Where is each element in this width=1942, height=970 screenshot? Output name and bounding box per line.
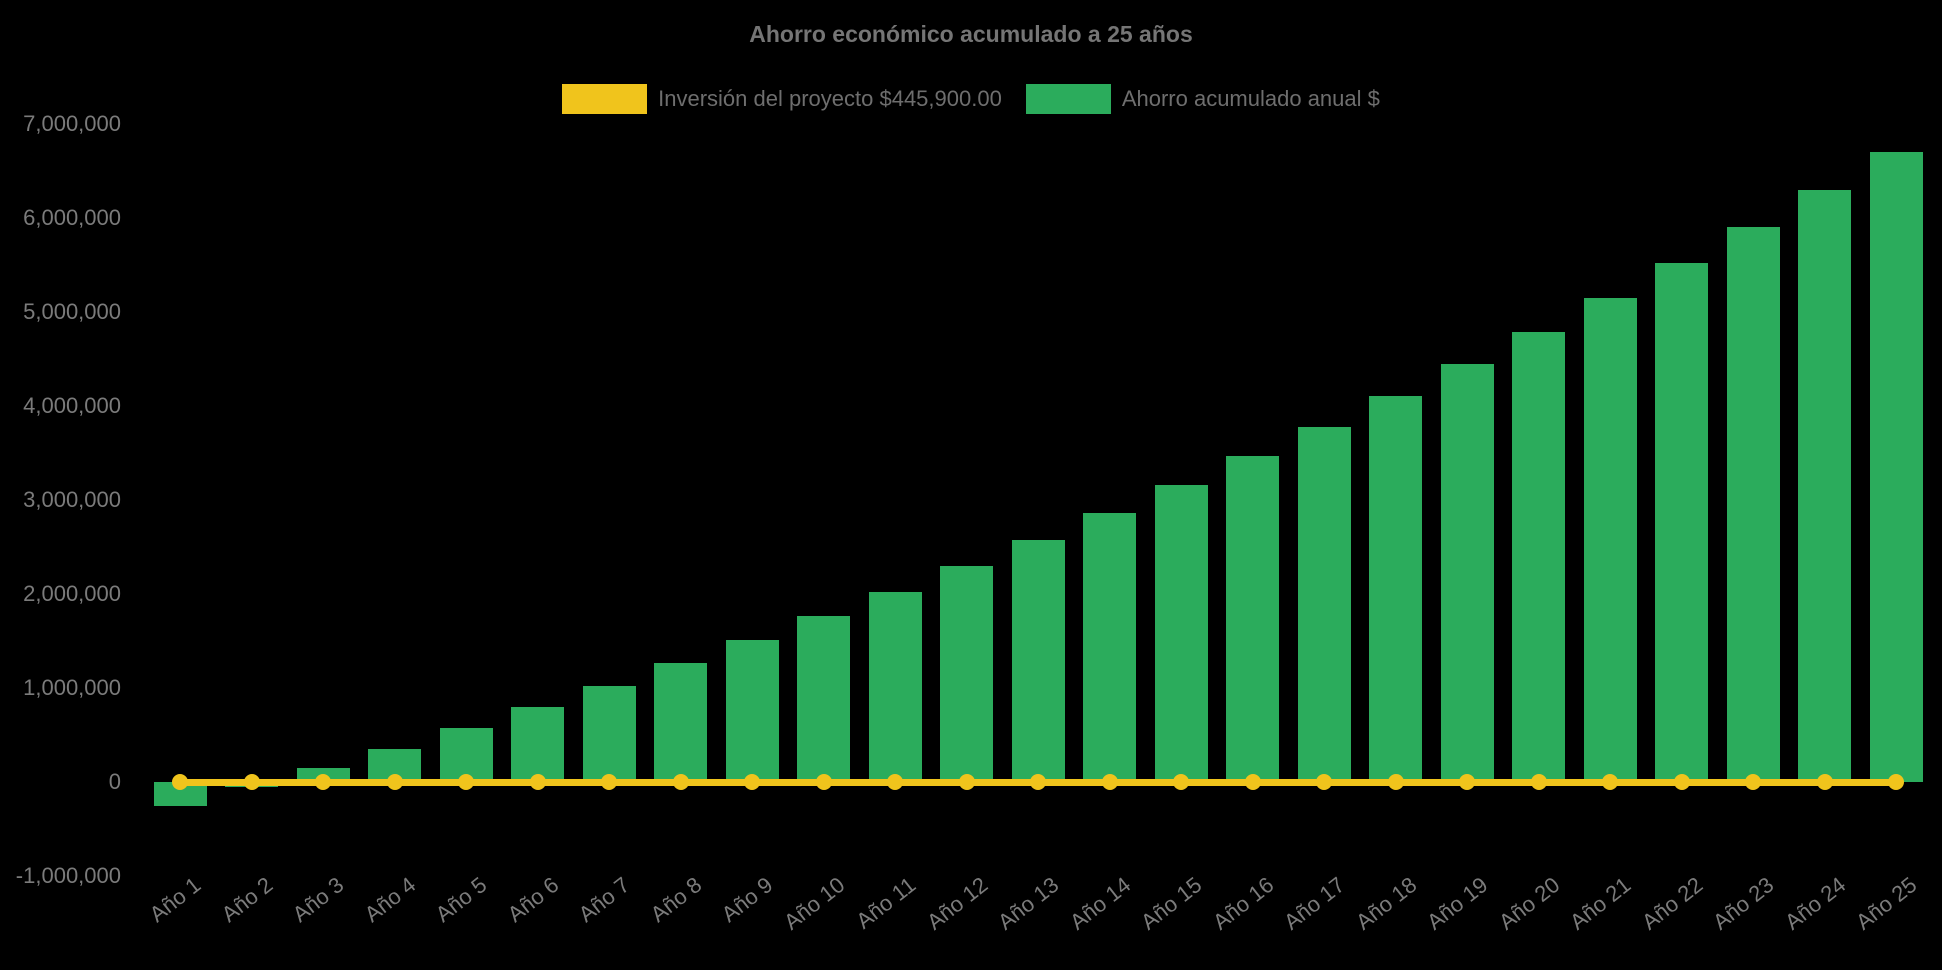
bar <box>940 566 993 782</box>
line-marker <box>1745 774 1761 790</box>
line-marker <box>1101 774 1118 790</box>
x-tick-label: Año 9 <box>716 872 778 928</box>
x-tick-label: Año 3 <box>287 872 349 928</box>
bar <box>1512 331 1565 782</box>
bar <box>1083 512 1136 782</box>
x-tick-label: Año 8 <box>645 872 706 928</box>
bar <box>1869 151 1923 782</box>
legend-label-savings: Ahorro acumulado anual $ <box>1121 86 1380 111</box>
bar <box>868 591 922 782</box>
x-tick-label: Año 6 <box>502 872 563 928</box>
line-marker <box>1816 774 1833 790</box>
bar <box>1583 297 1637 782</box>
bar <box>1297 426 1351 782</box>
y-tick-label: -1,000,000 <box>15 863 121 888</box>
x-tick-label: Año 13 <box>993 872 1064 935</box>
legend-swatch-savings-icon <box>1025 84 1111 114</box>
x-tick-label: Año 4 <box>359 872 420 928</box>
line-marker <box>887 774 903 790</box>
x-tick-label: Año 17 <box>1279 872 1350 935</box>
line-marker <box>1244 774 1261 790</box>
x-tick-label: Año 7 <box>573 872 635 928</box>
line-marker <box>1030 774 1046 790</box>
x-tick-label: Año 18 <box>1350 872 1421 935</box>
bar <box>1726 227 1780 782</box>
line-marker <box>1673 774 1690 790</box>
y-tick-label: 7,000,000 <box>23 111 121 136</box>
line-marker <box>529 774 546 790</box>
bar <box>1440 364 1494 782</box>
y-tick-label: 0 <box>108 769 121 794</box>
line-marker <box>386 774 403 790</box>
line-marker <box>1316 774 1332 790</box>
line-marker <box>672 774 689 790</box>
y-tick-label: 2,000,000 <box>23 581 121 606</box>
bar <box>153 782 207 806</box>
x-tick-label: Año 24 <box>1779 872 1850 935</box>
bar <box>1011 539 1065 782</box>
y-tick-label: 4,000,000 <box>23 393 121 418</box>
bar <box>582 685 636 782</box>
bar <box>1798 190 1851 782</box>
line-marker <box>815 774 832 790</box>
y-tick-label: 3,000,000 <box>23 487 121 512</box>
x-tick-label: Año 21 <box>1565 872 1636 935</box>
bar <box>1226 456 1279 782</box>
x-tick-label: Año 15 <box>1136 872 1207 935</box>
legend-swatch-investment-icon <box>562 84 648 114</box>
line-marker <box>1387 774 1404 790</box>
line-marker <box>601 774 617 790</box>
x-tick-label: Año 19 <box>1422 872 1493 935</box>
x-tick-label: Año 20 <box>1493 872 1564 935</box>
chart-title: Ahorro económico acumulado a 25 años <box>749 21 1193 47</box>
line-marker <box>1530 774 1547 790</box>
x-tick-label: Año 23 <box>1708 872 1779 935</box>
y-tick-label: 6,000,000 <box>23 205 121 230</box>
x-tick-label: Año 2 <box>216 872 277 928</box>
x-tick-label: Año 10 <box>778 872 849 935</box>
line-marker <box>744 774 760 790</box>
y-tick-label: 1,000,000 <box>23 675 121 700</box>
x-tick-label: Año 12 <box>921 872 992 935</box>
line-marker <box>1173 774 1189 790</box>
bar <box>439 728 493 782</box>
line-marker <box>458 774 474 790</box>
line-marker <box>958 774 975 790</box>
legend-item-savings: Ahorro acumulado anual $ <box>1025 84 1380 114</box>
bar <box>1655 263 1708 782</box>
line-marker <box>1602 774 1618 790</box>
bar <box>797 616 850 782</box>
legend-label-investment: Inversión del proyecto $445,900.00 <box>658 86 1002 111</box>
line-marker <box>1888 774 1904 790</box>
x-tick-label: Año 11 <box>851 872 921 934</box>
line-marker <box>1459 774 1475 790</box>
bar <box>725 640 779 782</box>
line-marker <box>172 774 188 790</box>
x-tick-label: Año 5 <box>430 872 492 928</box>
line-marker <box>315 774 331 790</box>
bar <box>511 707 564 782</box>
bar <box>1154 485 1208 782</box>
line-marker <box>243 774 260 790</box>
y-tick-label: 5,000,000 <box>23 299 121 324</box>
bar <box>1369 395 1422 782</box>
x-tick-label: Año 14 <box>1064 872 1135 935</box>
legend-item-investment: Inversión del proyecto $445,900.00 <box>562 84 1002 114</box>
bar <box>654 663 707 782</box>
legend: Inversión del proyecto $445,900.00 Ahorr… <box>0 84 1942 114</box>
x-tick-label: Año 16 <box>1207 872 1278 935</box>
x-tick-label: Año 1 <box>144 872 206 928</box>
x-tick-label: Año 22 <box>1636 872 1707 935</box>
x-tick-label: Año 25 <box>1851 872 1922 935</box>
